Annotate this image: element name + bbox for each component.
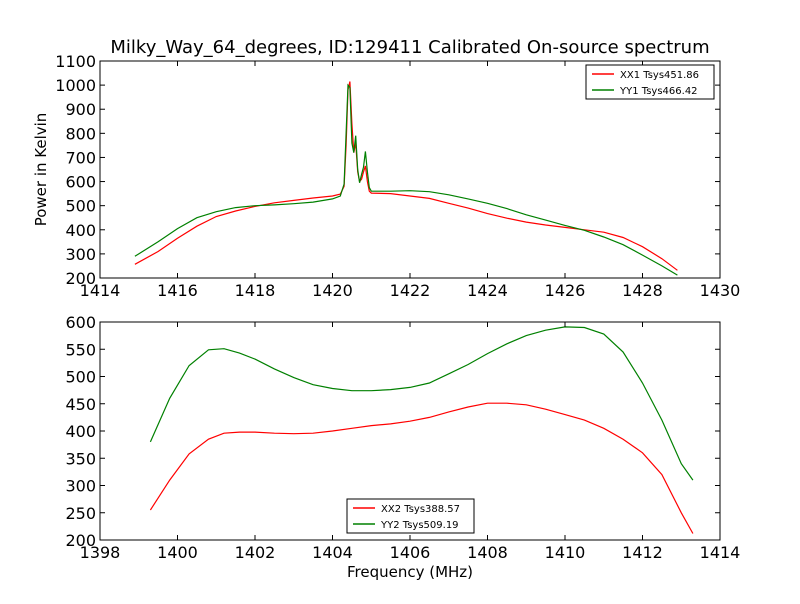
- y-tick-label: 200: [65, 531, 96, 550]
- x-tick-label: 1422: [390, 281, 431, 300]
- y-tick-label: 550: [65, 340, 96, 359]
- y-tick-label: 400: [65, 221, 96, 240]
- y-tick-label: 500: [65, 368, 96, 387]
- y-tick-label: 600: [65, 313, 96, 332]
- x-tick-label: 1426: [545, 281, 586, 300]
- y-tick-label: 400: [65, 422, 96, 441]
- y-tick-label: 1000: [55, 76, 96, 95]
- x-tick-label: 1402: [235, 543, 276, 562]
- figure-title: Milky_Way_64_degrees, ID:129411 Calibrat…: [110, 37, 709, 58]
- x-tick-label: 1414: [80, 281, 121, 300]
- legend-entry: YY2 Tsys509.19: [380, 520, 459, 531]
- x-tick-label: 1398: [80, 543, 121, 562]
- y-tick-label: 600: [65, 173, 96, 192]
- x-tick-label: 1418: [235, 281, 276, 300]
- series-line-yy2: [149, 326, 694, 481]
- x-tick-label: 1416: [157, 281, 198, 300]
- y-tick-label: 300: [65, 477, 96, 496]
- legend-box: [585, 64, 715, 100]
- x-tick-label: 1412: [622, 543, 663, 562]
- chart-2: 1398 1400 1402 1404 1406 1408 1410 1412 1414 200 2…: [65, 313, 740, 581]
- y-tick-label: 200: [65, 269, 96, 288]
- series-line-xx2: [149, 402, 694, 534]
- y-tick-label: 450: [65, 395, 96, 414]
- x-tick-label: 1408: [467, 543, 508, 562]
- y-tick-label: 800: [65, 124, 96, 143]
- series-line-yy1: [134, 83, 678, 276]
- plots-group: 1414 1416 1418 1420 1422 1424 1426 1428 1430 200 3…: [32, 52, 740, 581]
- legend-box: [346, 498, 475, 534]
- x-tick-label: 1410: [545, 543, 586, 562]
- legend-entry: XX2 Tsys388.57: [381, 504, 460, 515]
- y-tick-label: 350: [65, 449, 96, 468]
- y-tick-label: 250: [65, 504, 96, 523]
- x-tick-label: 1428: [622, 281, 663, 300]
- x-tick-label: 1414: [700, 543, 741, 562]
- series-line-xx1: [134, 81, 678, 271]
- y-tick-label: 1100: [55, 52, 96, 71]
- y-tick-label: 500: [65, 197, 96, 216]
- y-tick-label: 700: [65, 148, 96, 167]
- legend-entry: XX1 Tsys451.86: [620, 70, 699, 81]
- x-tick-label: 1404: [312, 543, 353, 562]
- x-tick-label: 1420: [312, 281, 353, 300]
- y-axis-label: Power in Kelvin: [32, 113, 50, 227]
- x-tick-label: 1424: [467, 281, 508, 300]
- x-tick-label: 1430: [700, 281, 741, 300]
- x-tick-label: 1400: [157, 543, 198, 562]
- chart-1: 1414 1416 1418 1420 1422 1424 1426 1428 1430 200 3…: [32, 52, 740, 300]
- legend-entry: YY1 Tsys466.42: [619, 86, 698, 97]
- y-tick-label: 900: [65, 100, 96, 119]
- x-tick-label: 1406: [390, 543, 431, 562]
- x-axis-label: Frequency (MHz): [347, 563, 473, 581]
- y-tick-label: 300: [65, 245, 96, 264]
